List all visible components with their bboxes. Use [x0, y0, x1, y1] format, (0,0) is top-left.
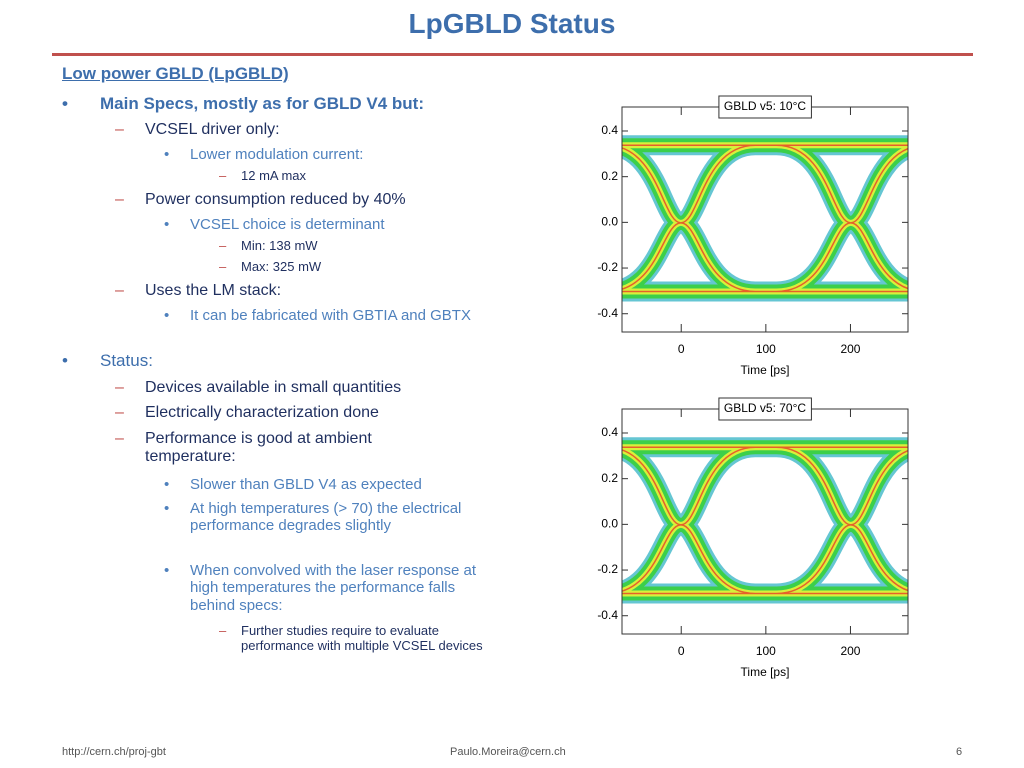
y-tick-label: 0.4	[601, 425, 618, 439]
sub-sub-bullet: Lower modulation current:	[164, 146, 490, 164]
bullet: Status:	[62, 351, 500, 371]
eye-pattern	[622, 437, 908, 604]
y-tick-label: -0.4	[597, 306, 618, 320]
sub-sub-bullet: At high temperatures (> 70) the electric…	[164, 500, 470, 535]
x-tick-label: 100	[756, 342, 776, 356]
footer-url: http://cern.ch/proj-gbt	[62, 746, 166, 758]
chart-title: GBLD v5: 10°C	[724, 99, 807, 113]
sub-sub-bullet: It can be fabricated with GBTIA and GBTX	[164, 307, 490, 325]
title-box	[718, 397, 812, 421]
x-tick-label: 200	[840, 644, 860, 658]
detail: 12 mA max	[219, 168, 501, 184]
y-tick-label: -0.4	[597, 608, 618, 622]
detail: Min: 138 mW	[219, 238, 501, 254]
y-tick-label: 0.0	[601, 517, 618, 531]
y-tick-label: 0.0	[601, 215, 618, 229]
detail: Max: 325 mW	[219, 259, 501, 275]
eye-diagram: 0.4 0.2 0.0 -0.2 -0.4 0 100 200 Time [ps] GBLD v5…	[597, 397, 909, 679]
y-tick-label: 0.2	[601, 169, 618, 183]
footer-email: Paulo.Moreira@cern.ch	[450, 746, 566, 758]
sub-bullet: VCSEL driver only:	[115, 121, 445, 140]
eye-diagram: 0.4 0.2 0.0 -0.2 -0.4 0 100 200 Time [ps] GBLD v5…	[597, 95, 909, 377]
detail: Further studies require to evaluate perf…	[219, 623, 491, 654]
y-tick-label: -0.2	[597, 562, 618, 576]
chart-title: GBLD v5: 70°C	[724, 401, 807, 415]
section-heading: Low power GBLD (LpGBLD)	[62, 64, 289, 83]
sub-sub-bullet: When convolved with the laser response a…	[164, 562, 480, 614]
eye-pattern	[622, 135, 908, 302]
x-tick-label: 200	[840, 342, 860, 356]
sub-bullet: Electrically characterization done	[115, 404, 445, 423]
y-tick-label: 0.4	[601, 123, 618, 137]
title-box	[718, 95, 812, 119]
y-tick-label: -0.2	[597, 260, 618, 274]
bullet: Main Specs, mostly as for GBLD V4 but:	[62, 94, 500, 114]
x-tick-label: 0	[678, 644, 685, 658]
eye-trace	[622, 440, 908, 601]
sub-bullet: Devices available in small quantities	[115, 379, 445, 398]
x-tick-label: 100	[756, 644, 776, 658]
slide-title: LpGBLD Status	[408, 8, 616, 39]
sub-bullet: Uses the LM stack:	[115, 282, 445, 301]
sub-sub-bullet: VCSEL choice is determinant	[164, 216, 490, 234]
eye-trace	[622, 138, 908, 299]
x-axis-label: Time [ps]	[741, 363, 790, 377]
sub-bullet: Performance is good at ambient temperatu…	[115, 430, 435, 467]
title-rule	[52, 53, 973, 56]
eye-trace	[622, 446, 908, 595]
x-axis-label: Time [ps]	[741, 665, 790, 679]
page-number: 6	[956, 746, 963, 758]
x-tick-label: 0	[678, 342, 685, 356]
eye-trace	[622, 144, 908, 293]
sub-bullet: Power consumption reduced by 40%	[115, 191, 445, 210]
sub-sub-bullet: Slower than GBLD V4 as expected	[164, 476, 490, 494]
y-tick-label: 0.2	[601, 471, 618, 485]
